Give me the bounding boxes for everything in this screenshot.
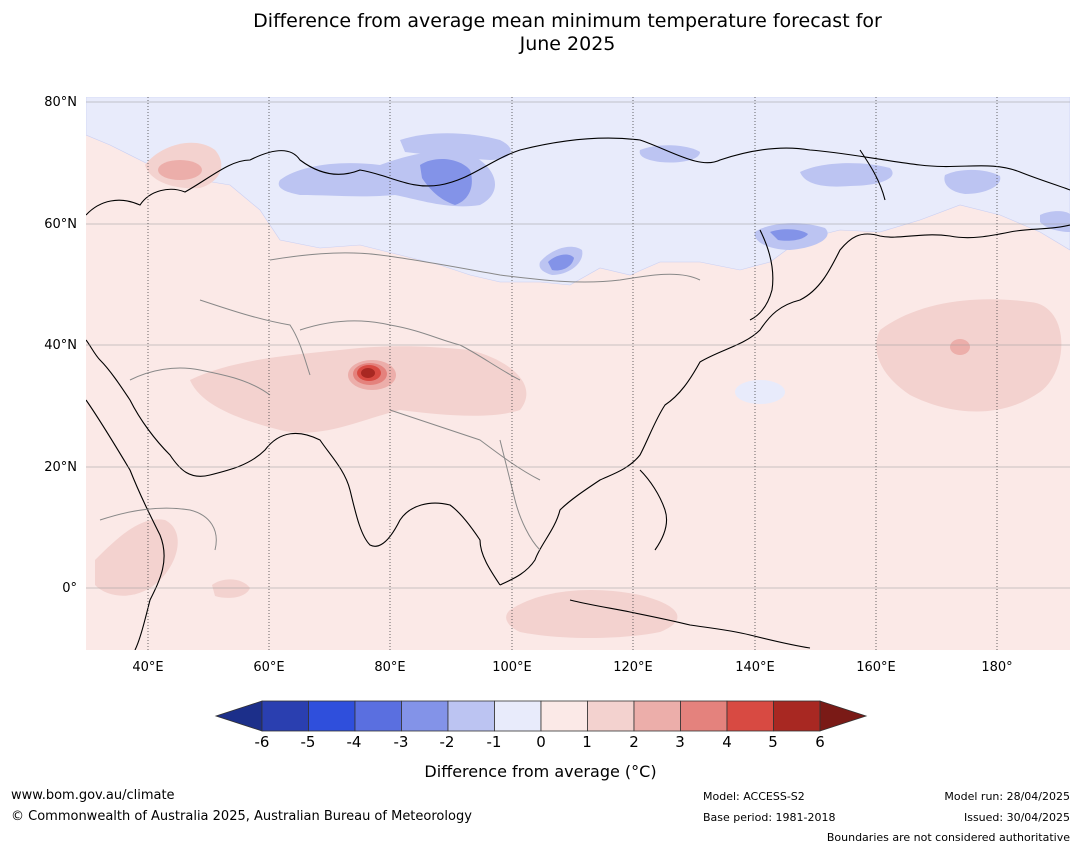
lon-label-80e: 80°E [374, 660, 406, 675]
colorbar-tick: -6 [254, 733, 270, 751]
lat-label-40n: 40°N [44, 338, 77, 353]
lat-label-20n: 20°N [44, 460, 77, 475]
hotspot-core [361, 368, 375, 378]
lon-label-160e: 160°E [856, 660, 896, 675]
lon-gridlines [147, 97, 998, 650]
footer-base-period: Base period: 1981-2018 [703, 811, 836, 824]
colorbar-tick: -4 [346, 733, 362, 751]
colorbar-tick: 4 [722, 733, 732, 751]
lon-label-100e: 100°E [492, 660, 532, 675]
colorbar-cell [587, 700, 635, 732]
cool-cell-east-siberia [800, 163, 893, 187]
footer-issued: Issued: 30/04/2025 [963, 811, 1070, 824]
colorbar-cell [354, 700, 402, 732]
colorbar-cell [401, 700, 449, 732]
warm-zone-east-africa [95, 519, 178, 596]
colorbar-tick: -3 [393, 733, 409, 751]
colorbar-cell [726, 700, 774, 732]
cold-core-baikal [548, 254, 574, 271]
footer-model: Model: ACCESS-S2 [703, 790, 805, 803]
lat-label-80n: 80°N [44, 95, 77, 110]
lon-label-60e: 60°E [253, 660, 285, 675]
colorbar-tick: 3 [675, 733, 685, 751]
lat-gridlines [86, 101, 1070, 589]
lon-label-140e: 140°E [735, 660, 775, 675]
colorbar-tick: -5 [300, 733, 316, 751]
colorbar-cell [494, 700, 542, 732]
colorbar-tick: 6 [815, 733, 825, 751]
cool-cell-siberia-central [400, 133, 511, 160]
colorbar-cell [633, 700, 681, 732]
colorbar-tick: 5 [768, 733, 778, 751]
footer-model-run: Model run: 28/04/2025 [944, 790, 1070, 803]
title-line-2: June 2025 [519, 33, 616, 55]
colorbar-tick: -1 [486, 733, 502, 751]
warm-cell-scandinavia [158, 160, 202, 180]
lon-label-40e: 40°E [132, 660, 164, 675]
coastlines [86, 137, 1070, 650]
warm-zone-arabian-sea [212, 579, 250, 598]
colorbar-cell [540, 700, 588, 732]
colorbar-cell [773, 700, 821, 732]
colorbar-label: Difference from average (°C) [424, 762, 657, 781]
lat-label-60n: 60°N [44, 217, 77, 232]
footer-disclaimer: Boundaries are not considered authoritat… [826, 831, 1070, 844]
colorbar-cell [447, 700, 495, 732]
cool-zone-japan [735, 380, 785, 404]
title-line-1: Difference from average mean minimum tem… [253, 10, 882, 32]
warm-zone-central-asia [190, 346, 527, 433]
colorbar-tick: 0 [536, 733, 546, 751]
colorbar-cell [680, 700, 728, 732]
colorbar-tick: 1 [582, 733, 592, 751]
footer-copyright: © Commonwealth of Australia 2025, Austra… [11, 809, 472, 824]
cool-cell-chukotka [944, 169, 1001, 194]
warm-cell-pacific [950, 339, 970, 355]
colorbar-cell [261, 700, 309, 732]
footer-website-link[interactable]: www.bom.gov.au/climate [11, 788, 175, 803]
colorbar-tick: -2 [439, 733, 455, 751]
cold-core-yenisei [420, 158, 472, 205]
colorbar [214, 700, 868, 732]
colorbar-cells [261, 700, 821, 732]
map-title: Difference from average mean minimum tem… [0, 10, 1081, 56]
cold-core-east-siberia [770, 229, 808, 241]
lon-label-120e: 120°E [613, 660, 653, 675]
warm-zone-indonesia [506, 590, 678, 638]
colorbar-extend-low [214, 700, 263, 732]
colorbar-tick: 2 [629, 733, 639, 751]
colorbar-cell [308, 700, 356, 732]
country-borders [99, 252, 701, 551]
warm-zone-north-pacific [876, 299, 1062, 412]
colorbar-extend-high [819, 700, 868, 732]
lat-label-0: 0° [62, 581, 77, 596]
lon-label-180: 180° [981, 660, 1013, 675]
